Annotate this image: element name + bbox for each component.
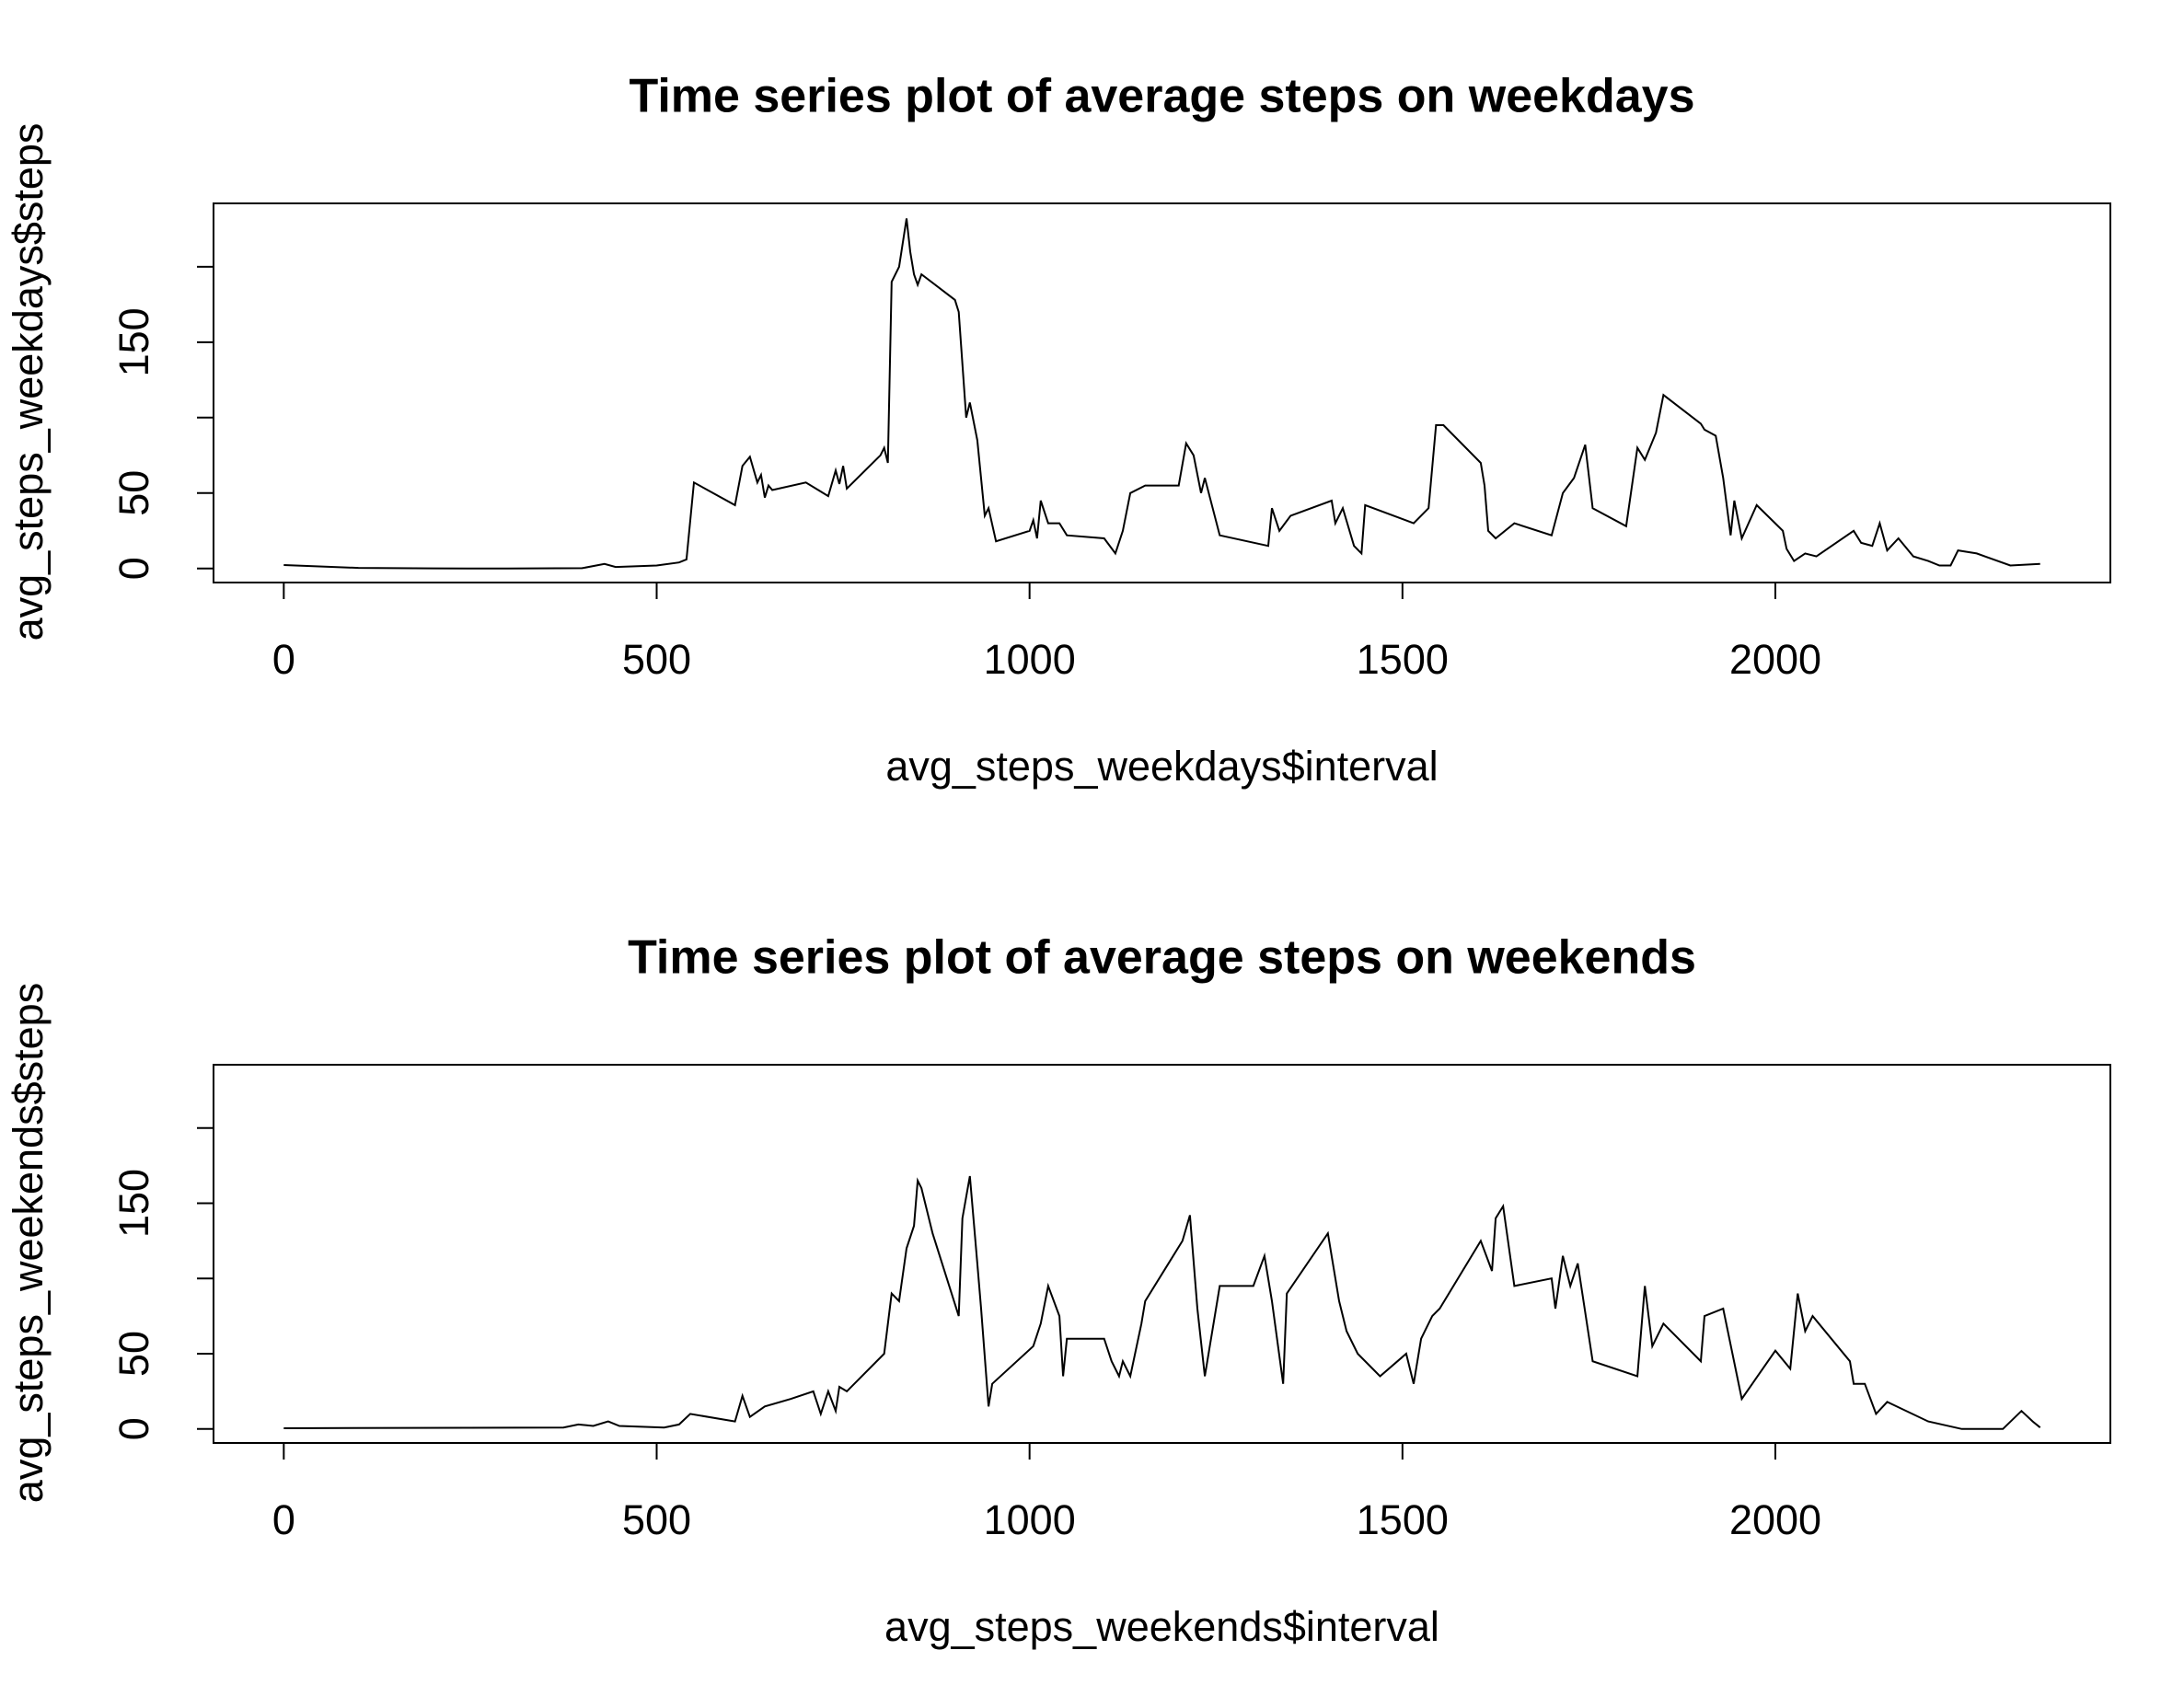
x-tick-label: 1000	[984, 1496, 1076, 1543]
y-tick-label: 50	[110, 1331, 157, 1377]
x-tick-label: 1500	[1357, 1496, 1449, 1543]
y-tick-label: 50	[110, 470, 157, 516]
x-tick-label: 0	[272, 1496, 295, 1543]
x-tick-label: 2000	[1729, 1496, 1821, 1543]
x-axis-label: avg_steps_weekends$interval	[884, 1603, 1439, 1650]
y-tick-label: 0	[110, 1417, 157, 1440]
x-tick-label: 500	[622, 636, 691, 683]
x-axis-label: avg_steps_weekdays$interval	[885, 743, 1438, 790]
x-tick-label: 1000	[984, 636, 1076, 683]
y-tick-label: 150	[110, 1169, 157, 1238]
x-tick-label: 500	[622, 1496, 691, 1543]
chart-title: Time series plot of average steps on wee…	[628, 931, 1696, 985]
x-tick-label: 2000	[1729, 636, 1821, 683]
y-axis-label: avg_steps_weekends$steps	[5, 983, 52, 1503]
data-line	[283, 1175, 2041, 1430]
y-tick-label: 150	[110, 307, 157, 376]
y-axis-label: avg_steps_weekdays$steps	[5, 123, 52, 641]
x-tick-label: 1500	[1357, 636, 1449, 683]
y-tick-label: 0	[110, 557, 157, 580]
x-tick-label: 0	[272, 636, 295, 683]
chart-title: Time series plot of average steps on wee…	[630, 70, 1695, 123]
plot-box	[213, 202, 2111, 583]
data-line	[283, 218, 2040, 570]
plot-box	[213, 1064, 2111, 1444]
